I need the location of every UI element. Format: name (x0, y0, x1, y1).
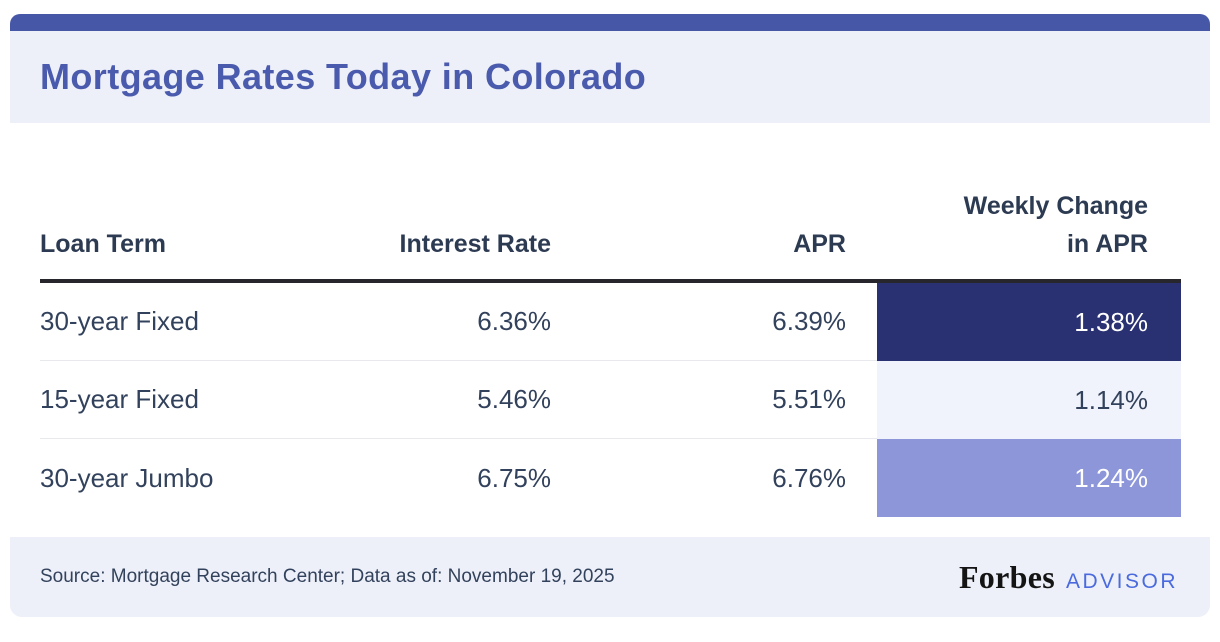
weekly-change-label-line1: Weekly Change (963, 192, 1148, 220)
row-spacer (846, 283, 877, 361)
rate-card: Mortgage Rates Today in Colorado Loan Te… (10, 14, 1210, 617)
row-spacer (846, 361, 877, 439)
apr-cell: 6.39% (551, 283, 846, 361)
column-header-weekly-change: Weekly Change in APR (877, 187, 1181, 279)
accent-bar (10, 14, 1210, 31)
table-row: 15-year Fixed 5.46% 5.51% 1.14% (40, 361, 1181, 439)
table-row: 30-year Fixed 6.36% 6.39% 1.38% (40, 283, 1181, 361)
weekly-change-cell: 1.24% (877, 439, 1181, 517)
loan-term-cell: 15-year Fixed (40, 361, 300, 439)
column-header-loan-term: Loan Term (40, 230, 166, 258)
interest-rate-cell: 6.75% (477, 462, 551, 493)
apr-cell: 5.51% (551, 361, 846, 439)
weekly-change-label-line2: in APR (1066, 230, 1148, 258)
column-header-interest-rate: Interest Rate (399, 230, 551, 258)
card-footer: Source: Mortgage Research Center; Data a… (10, 537, 1210, 617)
weekly-change-cell: 1.38% (877, 283, 1181, 361)
table-row: 30-year Jumbo 6.75% 6.76% 1.24% (40, 439, 1181, 517)
row-spacer (846, 439, 877, 517)
advisor-wordmark: ADVISOR (1065, 569, 1178, 593)
apr-cell: 6.76% (772, 462, 846, 493)
card-header: Mortgage Rates Today in Colorado (10, 31, 1210, 123)
table-header-row: Loan Term Interest Rate APR Weekly Chang… (40, 123, 1181, 283)
interest-rate-cell: 5.46% (300, 361, 551, 439)
loan-term-cell: 30-year Jumbo (40, 462, 214, 493)
mortgage-rate-table: Loan Term Interest Rate APR Weekly Chang… (40, 123, 1181, 517)
forbes-advisor-logo: Forbes ADVISOR (959, 559, 1178, 596)
interest-rate-cell: 6.36% (300, 283, 551, 361)
source-attribution: Source: Mortgage Research Center; Data a… (40, 566, 615, 587)
weekly-change-cell: 1.14% (877, 361, 1181, 439)
column-header-apr: APR (793, 230, 846, 258)
page-title: Mortgage Rates Today in Colorado (40, 56, 647, 97)
forbes-wordmark: Forbes (958, 558, 1055, 595)
table-area: Loan Term Interest Rate APR Weekly Chang… (10, 123, 1210, 537)
loan-term-cell: 30-year Fixed (40, 283, 300, 361)
